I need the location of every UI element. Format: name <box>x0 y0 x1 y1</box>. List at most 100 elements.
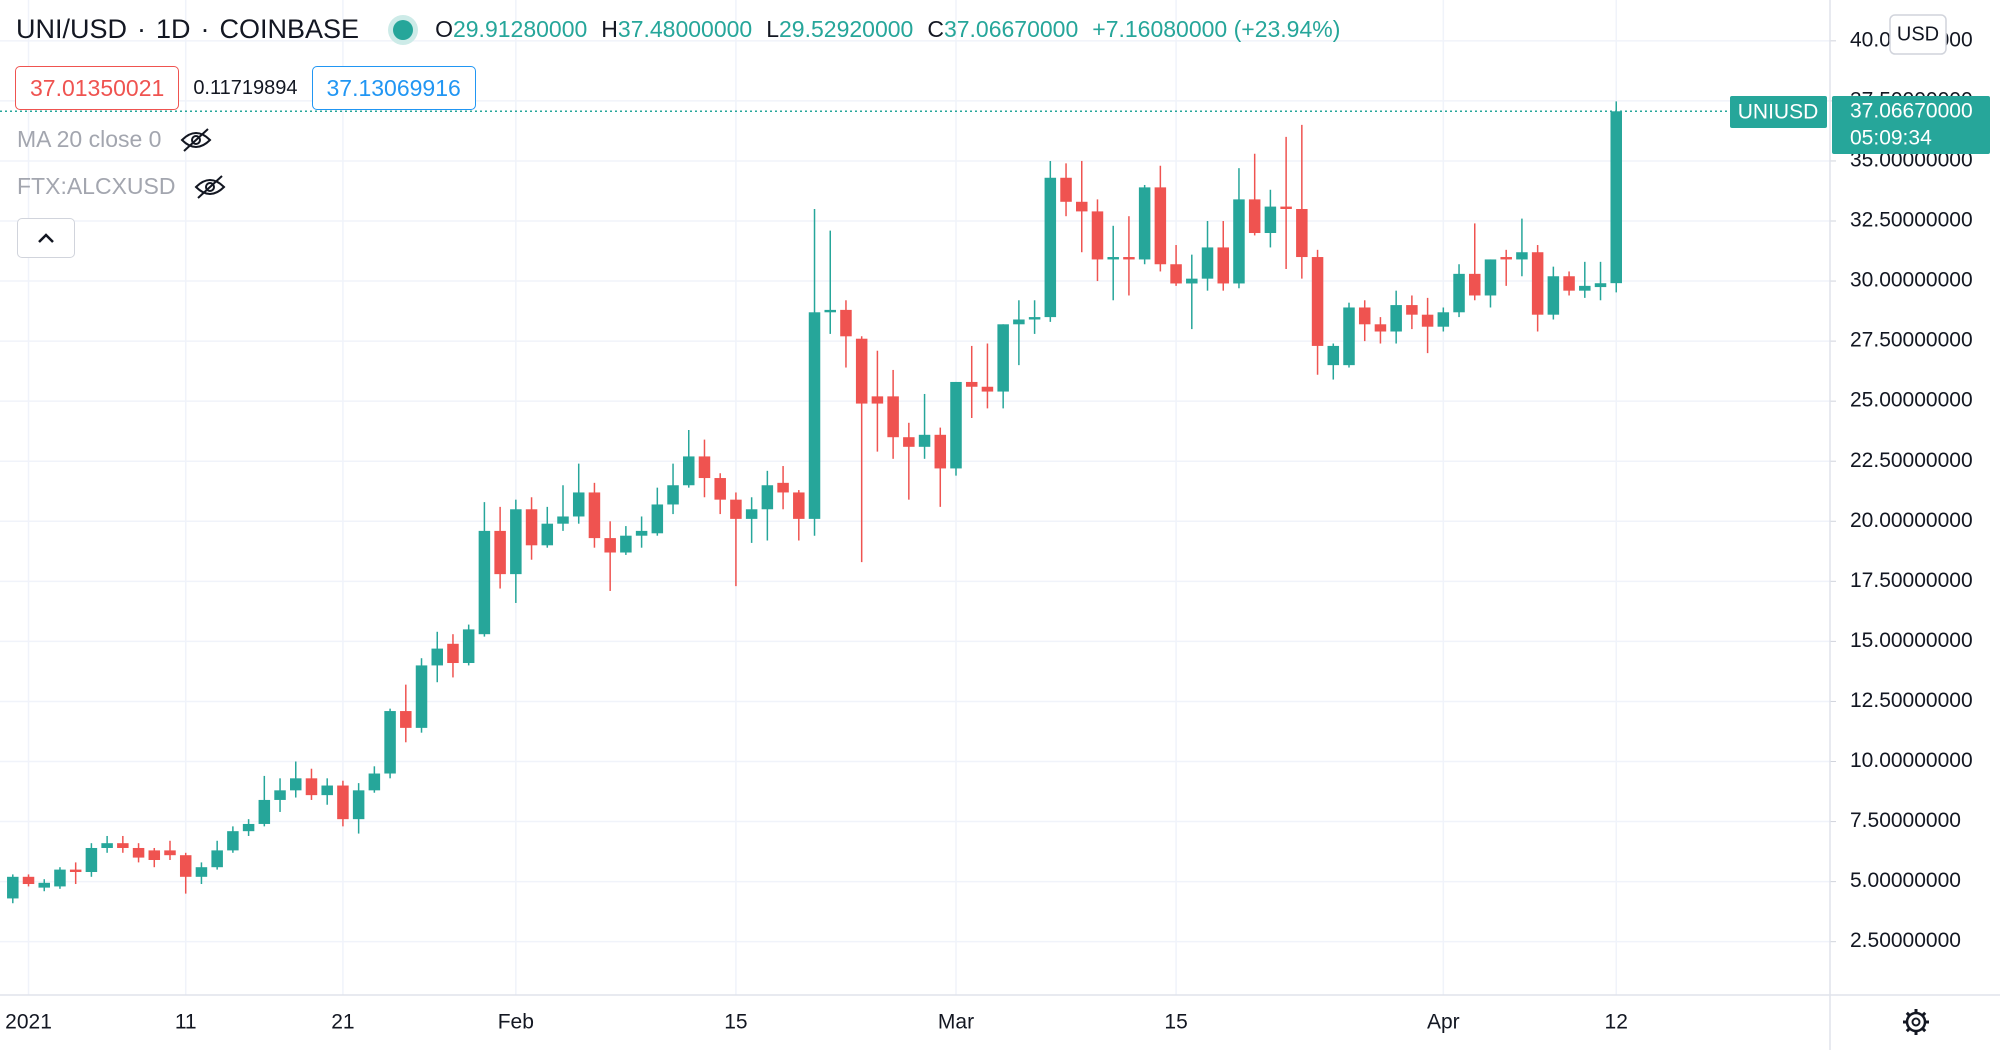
indicator[interactable]: FTX:ALCXUSD <box>17 173 227 200</box>
candle-body <box>305 778 318 796</box>
candle-body <box>1610 111 1622 284</box>
candle-body <box>1547 276 1560 315</box>
candle-body <box>698 456 711 479</box>
candle-body <box>7 876 19 899</box>
candle-body <box>683 456 695 486</box>
indicator-label: FTX:ALCXUSD <box>17 173 176 199</box>
candle-body <box>855 338 868 404</box>
symbol-header: UNI/USD · 1D · COINBASE O29.91280000 H37.… <box>16 14 1340 45</box>
x-tick-label: 11 <box>175 1011 197 1034</box>
candle-body <box>1516 252 1528 260</box>
candle-body <box>525 509 538 546</box>
ohlc-label: H <box>601 16 618 42</box>
ohlc-value: 29.52920000 <box>779 16 914 42</box>
candle-body <box>54 869 66 887</box>
candle-body <box>1217 247 1229 284</box>
y-tick-label: 25.00000000 <box>1850 389 1973 412</box>
candle-body <box>1201 247 1214 279</box>
candle-body <box>431 648 443 666</box>
hide-icon[interactable] <box>193 174 227 200</box>
candle-body <box>541 523 554 546</box>
currency-button[interactable]: USD <box>1889 14 1947 55</box>
candle-body <box>1374 324 1387 332</box>
x-tick-label: 15 <box>1164 1011 1187 1034</box>
gear-tooth <box>1921 1011 1927 1017</box>
x-tick-label: 12 <box>1605 1011 1628 1034</box>
ohlc-item: H37.48000000 <box>601 16 752 43</box>
y-tick-label: 10.00000000 <box>1850 749 1973 772</box>
candle-body <box>1296 208 1308 258</box>
settings-icon[interactable] <box>1903 1009 1929 1035</box>
ohlc-value: 37.06670000 <box>943 16 1079 42</box>
separator: · <box>137 14 147 44</box>
candle-body <box>918 434 931 447</box>
y-tick-label: 32.50000000 <box>1850 209 1973 232</box>
candle-body <box>1469 273 1481 296</box>
hide-icon[interactable] <box>179 127 213 153</box>
ohlc-item: O29.91280000 <box>435 16 587 43</box>
candle-body <box>1437 312 1450 327</box>
ohlc-item: L29.52920000 <box>766 16 913 43</box>
indicator[interactable]: MA 20 close 0 <box>17 126 213 153</box>
y-tick-label: 12.50000000 <box>1850 689 1973 712</box>
y-tick-label: 7.50000000 <box>1850 809 1961 832</box>
y-tick-label: 22.50000000 <box>1850 449 1973 472</box>
chevron-icon <box>38 233 54 243</box>
collapse-button[interactable] <box>17 218 75 258</box>
candle-body <box>1044 177 1057 318</box>
ohlc-item: C37.06670000 <box>927 16 1078 43</box>
candle-body <box>903 437 915 447</box>
candle-body <box>1484 259 1497 296</box>
ohlc-values: O29.91280000 H37.48000000 L29.52920000 C37.… <box>435 16 1340 43</box>
separator: · <box>200 14 210 44</box>
candle-body <box>761 485 774 510</box>
sell-button[interactable]: 37.01350021 <box>15 66 180 110</box>
ohlc-value: 29.91280000 <box>452 16 588 42</box>
buy-button[interactable]: 37.13069916 <box>311 66 476 110</box>
y-tick-label: 17.50000000 <box>1850 569 1973 592</box>
y-tick-label: 27.50000000 <box>1850 329 1973 352</box>
currency-label: USD <box>1897 23 1939 45</box>
candle-body <box>997 324 1009 392</box>
candle-body <box>620 535 632 553</box>
candle-body <box>965 381 978 387</box>
symbol-badge <box>1730 96 1827 128</box>
candle-body <box>1091 211 1104 260</box>
candle-body <box>164 850 176 856</box>
candle-body <box>85 847 98 873</box>
ohlc-label: L <box>766 16 780 42</box>
candle-body <box>1076 201 1088 212</box>
candle-body <box>415 665 428 728</box>
gear-hole <box>1911 1017 1921 1027</box>
candle-body <box>981 386 994 392</box>
candle-body <box>368 773 381 791</box>
y-tick-label: 2.50000000 <box>1850 929 1961 952</box>
candle-body <box>384 711 396 774</box>
candle-body <box>557 516 569 524</box>
candle-body <box>1154 187 1167 265</box>
candle-body <box>1028 317 1041 320</box>
candle-body <box>604 538 616 553</box>
x-tick-label: Feb <box>498 1011 534 1034</box>
interval[interactable]: 1D <box>156 14 191 44</box>
candle-body <box>1563 276 1575 291</box>
gear-tooth <box>1905 1011 1911 1017</box>
candle-body <box>1343 307 1355 366</box>
y-tick-label: 15.00000000 <box>1850 629 1973 652</box>
symbol[interactable]: UNI/USD <box>16 14 128 44</box>
candle-body <box>777 482 789 493</box>
candle-body <box>887 396 899 438</box>
candle-body <box>730 499 742 519</box>
candle-body <box>1248 199 1261 234</box>
candle-body <box>510 509 522 575</box>
market-status <box>393 19 414 40</box>
candle-body <box>1264 206 1277 234</box>
candle-body <box>651 504 664 534</box>
candle-body <box>211 850 223 868</box>
candle-body <box>321 785 333 796</box>
candle-body <box>667 485 679 505</box>
candle-body <box>1123 257 1135 260</box>
candle-body <box>117 843 129 848</box>
candle-body <box>1531 252 1544 315</box>
